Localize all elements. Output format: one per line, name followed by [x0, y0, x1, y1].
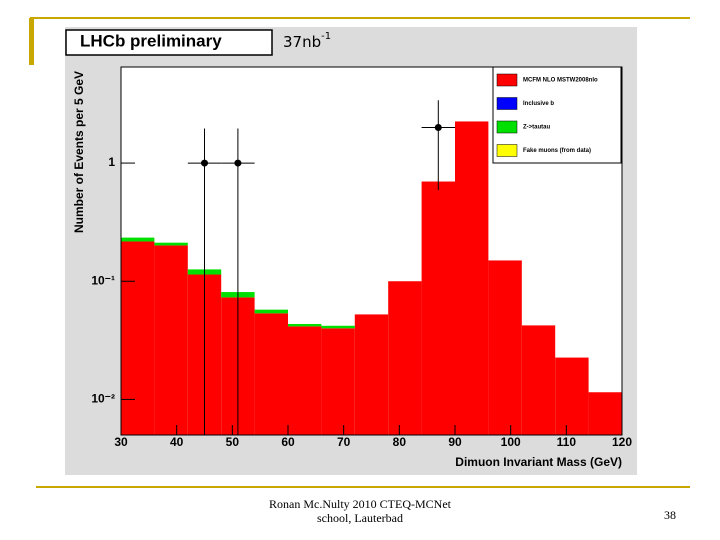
y-tick-label: 10⁻¹ [91, 273, 115, 287]
legend-label: Z->tautau [523, 125, 551, 131]
histogram-bar [388, 281, 422, 435]
data-point [434, 123, 442, 131]
histogram-bar [254, 309, 288, 314]
data-point [201, 159, 208, 167]
histogram-bar [455, 121, 489, 436]
plot-frame [120, 66, 623, 436]
annotation-text: 37nb [283, 33, 321, 51]
histogram-bar [588, 392, 622, 435]
histogram-bar [121, 237, 155, 242]
histogram-bar [288, 323, 322, 327]
x-tick-label: 70 [337, 435, 351, 449]
histogram-bar [121, 241, 155, 435]
left-accent [29, 18, 34, 65]
legend-swatch [496, 144, 518, 157]
x-axis-label: Dimuon Invariant Mass (GeV) [455, 455, 622, 469]
footer-line: Ronan Mc.Nulty 2010 CTEQ-MCNet [269, 497, 452, 511]
y-tick-label: 10⁻² [91, 392, 115, 406]
x-tick-label: 90 [448, 435, 462, 449]
x-tick-label: 40 [170, 435, 184, 449]
histogram-bar [154, 242, 188, 246]
histogram-bar [421, 181, 455, 435]
legend-swatch [496, 120, 518, 134]
histogram-bar [521, 325, 556, 435]
legend-label: Fake muons (from data) [523, 148, 591, 154]
annotation-superscript: -1 [321, 31, 331, 42]
banner-box [65, 29, 273, 56]
histogram-bar [321, 325, 355, 329]
x-tick-label: 50 [226, 435, 240, 449]
histogram-bar [154, 245, 188, 435]
histogram-bar [354, 314, 389, 435]
y-tick-label: 1 [108, 155, 115, 169]
legend-swatch [496, 73, 518, 87]
legend-swatch [496, 97, 518, 110]
x-tick-label: 100 [501, 435, 521, 449]
page-number: 38 [664, 508, 676, 522]
x-tick-label: 120 [612, 435, 632, 449]
data-point [234, 159, 242, 167]
histogram-bar [321, 328, 355, 435]
x-tick-label: 60 [281, 435, 295, 449]
histogram-bar [288, 326, 322, 435]
histogram-bar [254, 313, 288, 435]
x-tick-label: 30 [114, 435, 128, 449]
histogram-bar [488, 260, 522, 435]
histogram-bar [555, 357, 589, 435]
x-tick-label: 80 [393, 435, 407, 449]
annotation: 37nb-1 [283, 31, 331, 51]
y-axis-label: Number of Events per 5 GeV [72, 71, 86, 233]
legend-label: Inclusive b [523, 101, 554, 107]
legend-label: MCFM NLO MSTW2008nlo [523, 78, 598, 84]
banner: LHCb preliminary [80, 31, 222, 50]
x-tick-label: 110 [557, 435, 577, 449]
footer-line: school, Lauterbad [317, 511, 403, 525]
